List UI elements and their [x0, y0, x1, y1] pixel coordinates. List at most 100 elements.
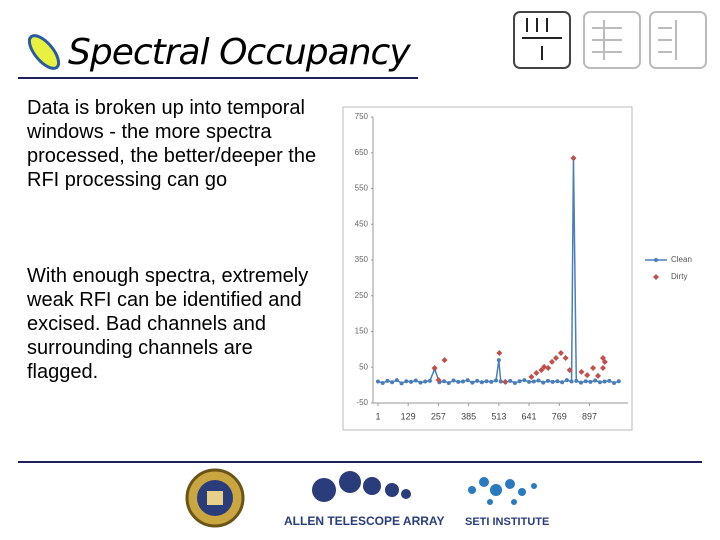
- data-point: [560, 380, 565, 385]
- ata-logo: [312, 471, 411, 502]
- data-point: [566, 367, 573, 374]
- title-icon: [27, 34, 61, 70]
- data-point: [441, 357, 448, 364]
- y-tick-label: 250: [355, 291, 369, 300]
- data-point: [584, 372, 591, 379]
- data-point: [375, 379, 380, 384]
- data-point: [508, 378, 513, 383]
- data-point: [470, 380, 475, 385]
- data-point: [418, 380, 423, 385]
- data-point: [446, 380, 451, 385]
- data-point: [451, 378, 456, 383]
- data-point: [564, 378, 569, 383]
- data-point: [536, 378, 541, 383]
- y-tick-label: 150: [355, 327, 369, 336]
- data-point: [599, 364, 606, 371]
- header-icons: [513, 11, 707, 69]
- data-point: [593, 378, 598, 383]
- data-point: [531, 379, 536, 384]
- data-point: [548, 358, 555, 365]
- data-point: [413, 378, 418, 383]
- data-point: [512, 380, 517, 385]
- data-point: [465, 378, 470, 383]
- data-point: [484, 379, 489, 384]
- title-rule: [18, 77, 418, 79]
- data-point: [570, 155, 577, 162]
- footer-rule: [18, 461, 702, 463]
- legend-label: Clean: [671, 255, 692, 264]
- data-point: [527, 379, 532, 384]
- data-point: [541, 380, 546, 385]
- data-point: [498, 379, 503, 384]
- data-point: [427, 378, 432, 383]
- data-point: [607, 378, 612, 383]
- x-tick-label: 385: [461, 411, 476, 421]
- data-point: [404, 379, 409, 384]
- logo-caption: ALLEN TELESCOPE ARRAY: [284, 514, 445, 528]
- data-point: [409, 379, 414, 384]
- data-point: [555, 379, 560, 384]
- data-point: [550, 379, 555, 384]
- data-point: [394, 378, 399, 383]
- data-point: [380, 380, 385, 385]
- y-tick-label: 450: [355, 219, 369, 228]
- data-point: [588, 379, 593, 384]
- x-tick-label: 513: [491, 411, 506, 421]
- data-point: [456, 379, 461, 384]
- data-point: [479, 380, 484, 385]
- x-tick-label: 1: [375, 411, 380, 421]
- data-point: [460, 379, 465, 384]
- paragraph: With enough spectra, extremely weak RFI …: [27, 265, 309, 383]
- data-point: [502, 378, 509, 385]
- data-point: [552, 354, 559, 361]
- data-point: [595, 372, 602, 379]
- data-point: [590, 364, 597, 371]
- data-point: [557, 349, 564, 356]
- y-tick-label: 50: [359, 362, 368, 371]
- data-point: [597, 380, 602, 385]
- legend-marker: [653, 274, 659, 280]
- data-point: [538, 367, 545, 374]
- chart-frame: [342, 106, 633, 431]
- data-point: [601, 358, 608, 365]
- x-tick-label: 769: [552, 411, 567, 421]
- y-tick-label: 750: [355, 112, 369, 121]
- data-point: [545, 378, 550, 383]
- y-tick-label: -50: [356, 398, 368, 407]
- uc-seal: [185, 468, 245, 528]
- data-point: [423, 379, 428, 384]
- data-point: [545, 364, 552, 371]
- data-point: [385, 378, 390, 383]
- y-tick-label: 650: [355, 148, 369, 157]
- data-point: [562, 354, 569, 361]
- data-point: [494, 378, 499, 383]
- data-point: [475, 378, 480, 383]
- data-point: [442, 379, 447, 384]
- data-point: [528, 373, 535, 380]
- data-point: [496, 358, 501, 363]
- data-point: [616, 379, 621, 384]
- data-point: [578, 368, 585, 375]
- data-point: [612, 380, 617, 385]
- data-point: [569, 379, 574, 384]
- data-point: [489, 379, 494, 384]
- x-tick-label: 129: [401, 411, 416, 421]
- data-point: [496, 349, 503, 356]
- data-point: [517, 379, 522, 384]
- seti-logo: [468, 477, 537, 505]
- data-point: [579, 380, 584, 385]
- data-point: [533, 369, 540, 376]
- logo-caption: SETI INSTITUTE: [465, 516, 550, 528]
- data-point: [431, 364, 438, 371]
- data-point: [390, 380, 395, 385]
- data-point: [574, 378, 579, 383]
- data-point: [583, 379, 588, 384]
- y-tick-label: 350: [355, 255, 369, 264]
- legend-label: Dirty: [671, 272, 687, 281]
- x-tick-label: 257: [431, 411, 446, 421]
- data-point: [399, 381, 404, 386]
- data-point: [602, 379, 607, 384]
- data-point: [522, 378, 527, 383]
